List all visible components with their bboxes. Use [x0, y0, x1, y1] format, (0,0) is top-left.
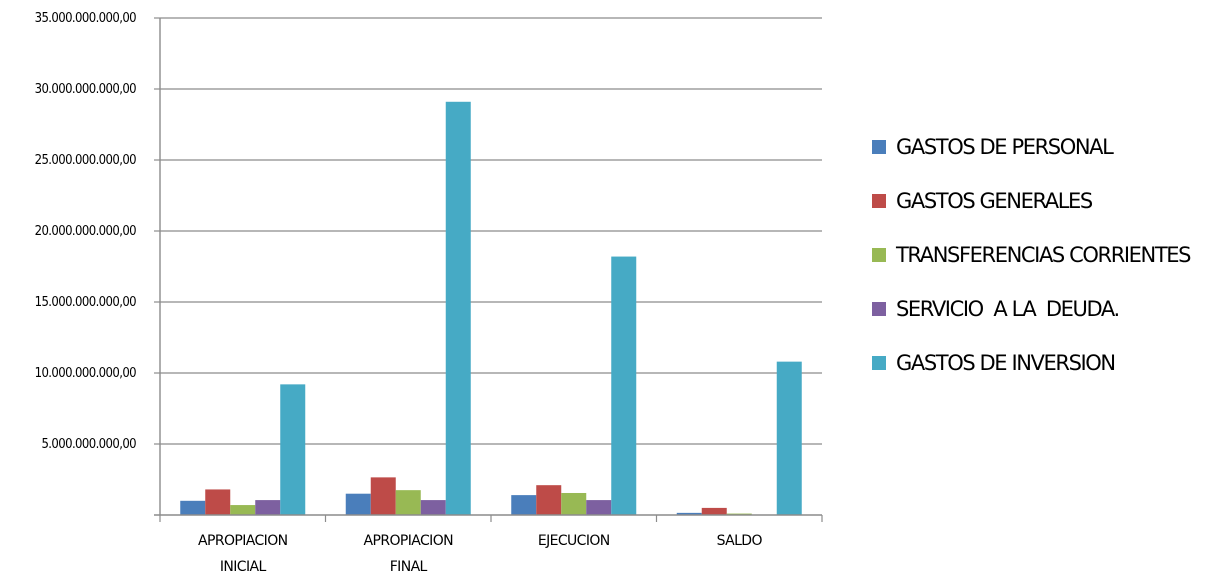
bar — [345, 493, 371, 515]
x-category-label: APROPIACION INICIAL — [198, 533, 288, 575]
bar — [776, 361, 802, 515]
bar — [445, 101, 471, 515]
axes — [154, 17, 823, 522]
bar — [536, 485, 562, 515]
legend-swatch — [872, 194, 886, 208]
y-tick-label: 15.000.000.000,00 — [35, 295, 137, 310]
bar — [511, 495, 537, 515]
bar — [701, 507, 727, 515]
bar — [561, 492, 587, 515]
bar — [420, 500, 446, 515]
x-category-label: EJECUCION — [538, 533, 610, 549]
legend-swatch — [872, 356, 886, 370]
y-tick-label: 20.000.000.000,00 — [35, 224, 137, 239]
bars — [180, 101, 802, 515]
y-tick-label: 30.000.000.000,00 — [35, 82, 137, 97]
bar — [676, 512, 702, 515]
bar — [255, 500, 281, 515]
y-tick-label: 35.000.000.000,00 — [35, 11, 137, 26]
y-tick-label: 25.000.000.000,00 — [35, 153, 137, 168]
gridlines — [160, 17, 822, 445]
x-category-label: SALDO — [717, 533, 763, 549]
bar — [180, 500, 206, 515]
x-category-label: APROPIACION FINAL — [364, 533, 454, 575]
legend-swatch — [872, 302, 886, 316]
bar — [370, 477, 396, 515]
bar — [205, 489, 231, 515]
bar — [586, 500, 612, 515]
legend-swatch — [872, 140, 886, 154]
y-tick-label: 5.000.000.000,00 — [41, 437, 136, 452]
legend-swatch — [872, 248, 886, 262]
bar — [611, 256, 637, 515]
bar — [280, 384, 306, 515]
bar — [726, 513, 752, 515]
y-tick-label: 10.000.000.000,00 — [35, 366, 137, 381]
x-axis-categories: APROPIACION INICIAL APROPIACION FINAL EJECUC… — [198, 533, 763, 575]
legend-label: SERVICIO A LA DEUDA. — [896, 297, 1119, 321]
legend-label: GASTOS GENERALES — [896, 189, 1093, 213]
legend-label: TRANSFERENCIAS CORRIENTES — [895, 243, 1191, 267]
legend-label: GASTOS DE PERSONAL — [896, 135, 1114, 159]
legend: GASTOS DE PERSONAL GASTOS GENERALES TRANSF… — [872, 135, 1193, 375]
legend-label: GASTOS DE INVERSION — [896, 351, 1115, 375]
y-axis-ticks: 5.000.000.000,00 10.000.000.000,00 15.000.… — [35, 11, 137, 452]
bar — [395, 490, 421, 515]
bar — [230, 505, 256, 515]
